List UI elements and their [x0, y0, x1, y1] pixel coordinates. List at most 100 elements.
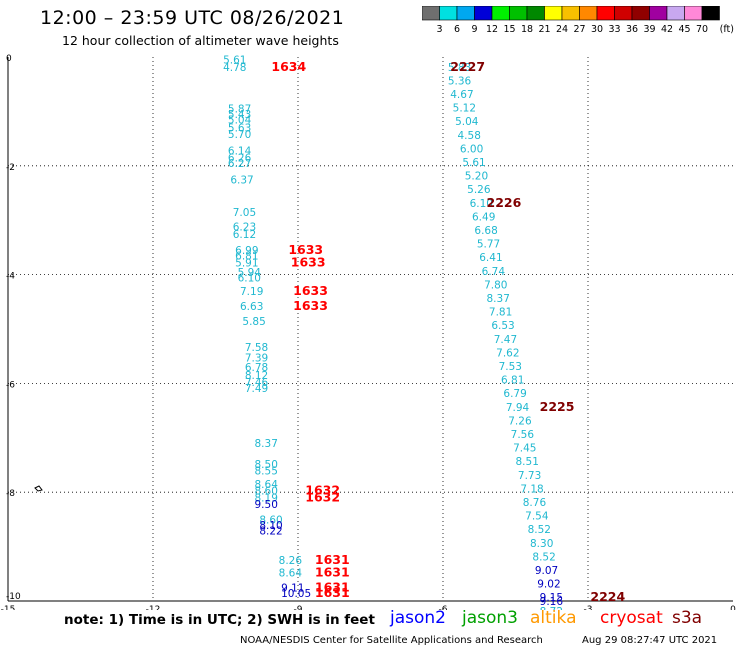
colorbar-label: 45	[678, 24, 690, 35]
wave-height-label-jason3: 8.60	[259, 514, 282, 526]
pass-time-label-cryosat: 1631	[315, 552, 350, 567]
wave-height-label-jason3: 6.10	[238, 272, 261, 284]
wave-height-label-jason2: 9.07	[535, 565, 558, 577]
wave-height-label-jason3: 6.68	[474, 225, 497, 237]
pass-time-label-cryosat: 1632	[305, 483, 340, 498]
wave-height-label-jason3: 8.60	[255, 486, 278, 498]
wave-height-label-jason3: 5.04	[455, 116, 479, 128]
pass-time-label-cryosat: 1631	[315, 565, 350, 580]
wave-height-label-jason3: 7.45	[513, 443, 536, 455]
wave-height-label-jason3: 7.05	[233, 207, 256, 219]
wave-height-label-jason3: 6.49	[472, 211, 495, 223]
wave-height-label-jason3: 8.12	[245, 370, 268, 382]
x-tick-label: -3	[584, 605, 593, 610]
legend-altika: altika	[530, 608, 577, 628]
pass-time-label-cryosat: 1632	[305, 490, 340, 505]
x-tick-label: 0	[730, 605, 736, 610]
altimeter-map: -15 -12 -9 -6 -3 00-2-4-6-8-10 5.614.785.875.…	[1, 54, 736, 610]
colorbar-swatch	[701, 6, 720, 21]
credit-line: NOAA/NESDIS Center for Satellite Applica…	[240, 635, 543, 646]
wave-height-label-jason3: 8.50	[255, 459, 278, 471]
wave-height-label-jason3: 6.63	[240, 301, 263, 313]
colorbar-label: 3	[436, 24, 442, 35]
wave-height-label-jason3: 7.46	[245, 377, 269, 389]
y-tick-label: 0	[6, 54, 12, 64]
grid	[7, 57, 733, 602]
colorbar-label: 39	[643, 24, 655, 35]
colorbar-label: 27	[573, 24, 585, 35]
y-tick-label: -4	[6, 272, 15, 282]
wave-height-label-jason3: 5.85	[242, 316, 265, 328]
wave-height-label-jason3: 7.54	[525, 511, 549, 523]
legend-jason3: jason3	[462, 608, 518, 628]
wave-height-label-jason3: 6.27	[228, 158, 251, 170]
wave-height-label-jason3: 5.91	[235, 258, 258, 270]
wave-height-label-jason3: 6.23	[233, 222, 256, 234]
wave-height-label-jason3: 5.94	[238, 267, 262, 279]
colorbar-unit: (ft)	[720, 24, 734, 35]
wave-height-label-jason3: 7.81	[489, 307, 512, 319]
wave-height-label-jason3: 8.30	[530, 538, 553, 550]
wave-height-label-jason3: 6.14	[228, 146, 252, 158]
colorbar-label: 33	[608, 24, 620, 35]
wave-height-label-jason3: 5.63	[228, 123, 251, 135]
chart-title: 12:00 – 23:59 UTC 08/26/2021	[40, 7, 345, 29]
wave-height-label-jason3: 5.83	[448, 62, 471, 74]
y-tick-label: -6	[6, 380, 15, 390]
coastline	[34, 485, 43, 492]
wave-height-label-jason3: 6.74	[482, 266, 506, 278]
wave-height-label-jason3: 6.41	[479, 252, 502, 264]
wave-height-label-jason3: 5.36	[448, 75, 472, 87]
colorbar-label: 15	[503, 24, 515, 35]
pass-time-label-s3a: 2227	[450, 59, 485, 74]
wave-height-label-jason3: 5.12	[453, 103, 476, 115]
generated-timestamp: Aug 29 08:27:47 UTC 2021	[582, 635, 718, 646]
colorbar-label: 30	[591, 24, 603, 35]
x-tick-label: -12	[146, 605, 161, 610]
pass-time-label-cryosat: 1634	[271, 59, 306, 74]
wave-height-label-jason3: 7.58	[245, 342, 268, 354]
wave-height-label-jason3: 4.78	[223, 62, 246, 74]
wave-height-label-jason3: 6.53	[491, 320, 514, 332]
x-tick-label: -6	[439, 605, 448, 610]
wave-height-label-jason3: 7.39	[245, 352, 268, 364]
x-tick-label: -9	[294, 605, 303, 610]
wave-height-label-jason2: 9.50	[255, 499, 278, 511]
legend-s3a: s3a	[672, 608, 703, 628]
wave-height-label-jason3: 5.26	[467, 184, 491, 196]
pass-time-label-cryosat: 1631	[315, 585, 350, 600]
wave-height-label-jason2: 8.22	[259, 525, 282, 537]
wave-height-label-jason2: 10.05	[281, 588, 311, 600]
wave-height-label-jason3: 7.26	[508, 415, 532, 427]
wave-height-label-jason3: 5.87	[228, 104, 251, 116]
wave-height-label-jason3: 8.72	[540, 606, 563, 610]
colorbar-label: 24	[556, 24, 568, 35]
wave-height-label-jason3: 7.56	[511, 429, 535, 441]
wave-height-label-jason2: 9.16	[540, 596, 564, 608]
colorbar-label: 18	[521, 24, 533, 35]
pass-time-label-s3a: 2224	[590, 589, 625, 604]
wave-height-label-jason3: 5.43	[228, 109, 251, 121]
y-tick-label: -8	[6, 489, 15, 499]
wave-height-label-jason3: 8.51	[516, 456, 539, 468]
island-shape	[34, 485, 43, 492]
colorbar-label: 12	[486, 24, 498, 35]
pass-time-label-cryosat: 1633	[288, 242, 323, 257]
wave-height-label-jason3: 8.76	[523, 497, 547, 509]
wave-height-label-jason3: 6.10	[470, 198, 493, 210]
wave-height-label-jason3: 8.19	[255, 493, 278, 505]
colorbar-label: 42	[661, 24, 673, 35]
wave-height-label-jason3: 7.94	[506, 402, 530, 414]
wave-height-label-jason3: 6.26	[228, 153, 252, 165]
wave-height-label-jason3: 7.73	[518, 470, 541, 482]
wave-height-label-jason3: 8.64	[255, 479, 279, 491]
wave-height-label-jason3: 5.61	[223, 55, 246, 67]
wave-height-label-jason3: 7.53	[499, 361, 522, 373]
wave-height-label-jason3: 4.67	[450, 89, 473, 101]
wave-height-label-jason3: 6.81	[235, 251, 258, 263]
wave-height-label-jason3: 8.52	[528, 524, 551, 536]
wave-height-label-jason3: 8.52	[532, 551, 555, 563]
wave-height-label-jason3: 8.26	[279, 555, 303, 567]
wave-height-label-jason3: 5.04	[228, 115, 252, 127]
wave-height-label-jason3: 7.19	[240, 286, 263, 298]
